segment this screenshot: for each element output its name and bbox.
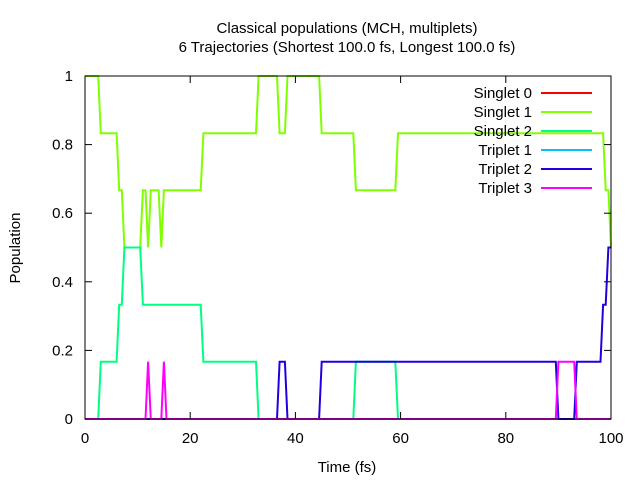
- x-axis-label: Time (fs): [318, 459, 377, 476]
- series-line-2: [85, 246, 611, 420]
- y-tick-label: 0.8: [52, 137, 73, 154]
- axes: 0 20 40 60 80 100 0 0.2 0.4 0.6 0.8 1: [52, 68, 623, 447]
- plot-frame: [84, 75, 612, 420]
- chart-title: Classical populations (MCH, multiplets): [217, 20, 478, 37]
- chart-subtitle: 6 Trajectories (Shortest 100.0 fs, Longe…: [179, 39, 516, 56]
- y-tick-label: 1: [65, 68, 73, 85]
- x-tick-label: 0: [81, 430, 89, 447]
- x-tick-label: 100: [598, 430, 623, 447]
- y-tick-label: 0.2: [52, 342, 73, 359]
- legend: Singlet 0 Singlet 1 Singlet 2 Triplet 1 Trip…: [474, 85, 592, 197]
- y-tick-label: 0: [65, 411, 73, 428]
- legend-label: Singlet 2: [474, 123, 532, 140]
- legend-label: Triplet 1: [478, 142, 532, 159]
- y-axis-label: Population: [7, 213, 24, 284]
- x-tick-label: 60: [392, 430, 409, 447]
- x-tick-label: 80: [497, 430, 514, 447]
- legend-label: Singlet 0: [474, 85, 532, 102]
- y-tick-label: 0.6: [52, 205, 73, 222]
- legend-label: Triplet 3: [478, 180, 532, 197]
- series-layer: [85, 75, 612, 420]
- legend-label: Singlet 1: [474, 104, 532, 121]
- series-line-1: [85, 75, 612, 249]
- x-tick-label: 40: [287, 430, 304, 447]
- legend-label: Triplet 2: [478, 161, 532, 178]
- series-line-4: [85, 246, 611, 420]
- x-tick-label: 20: [182, 430, 199, 447]
- y-tick-label: 0.4: [52, 274, 73, 291]
- series-line-5: [85, 360, 611, 420]
